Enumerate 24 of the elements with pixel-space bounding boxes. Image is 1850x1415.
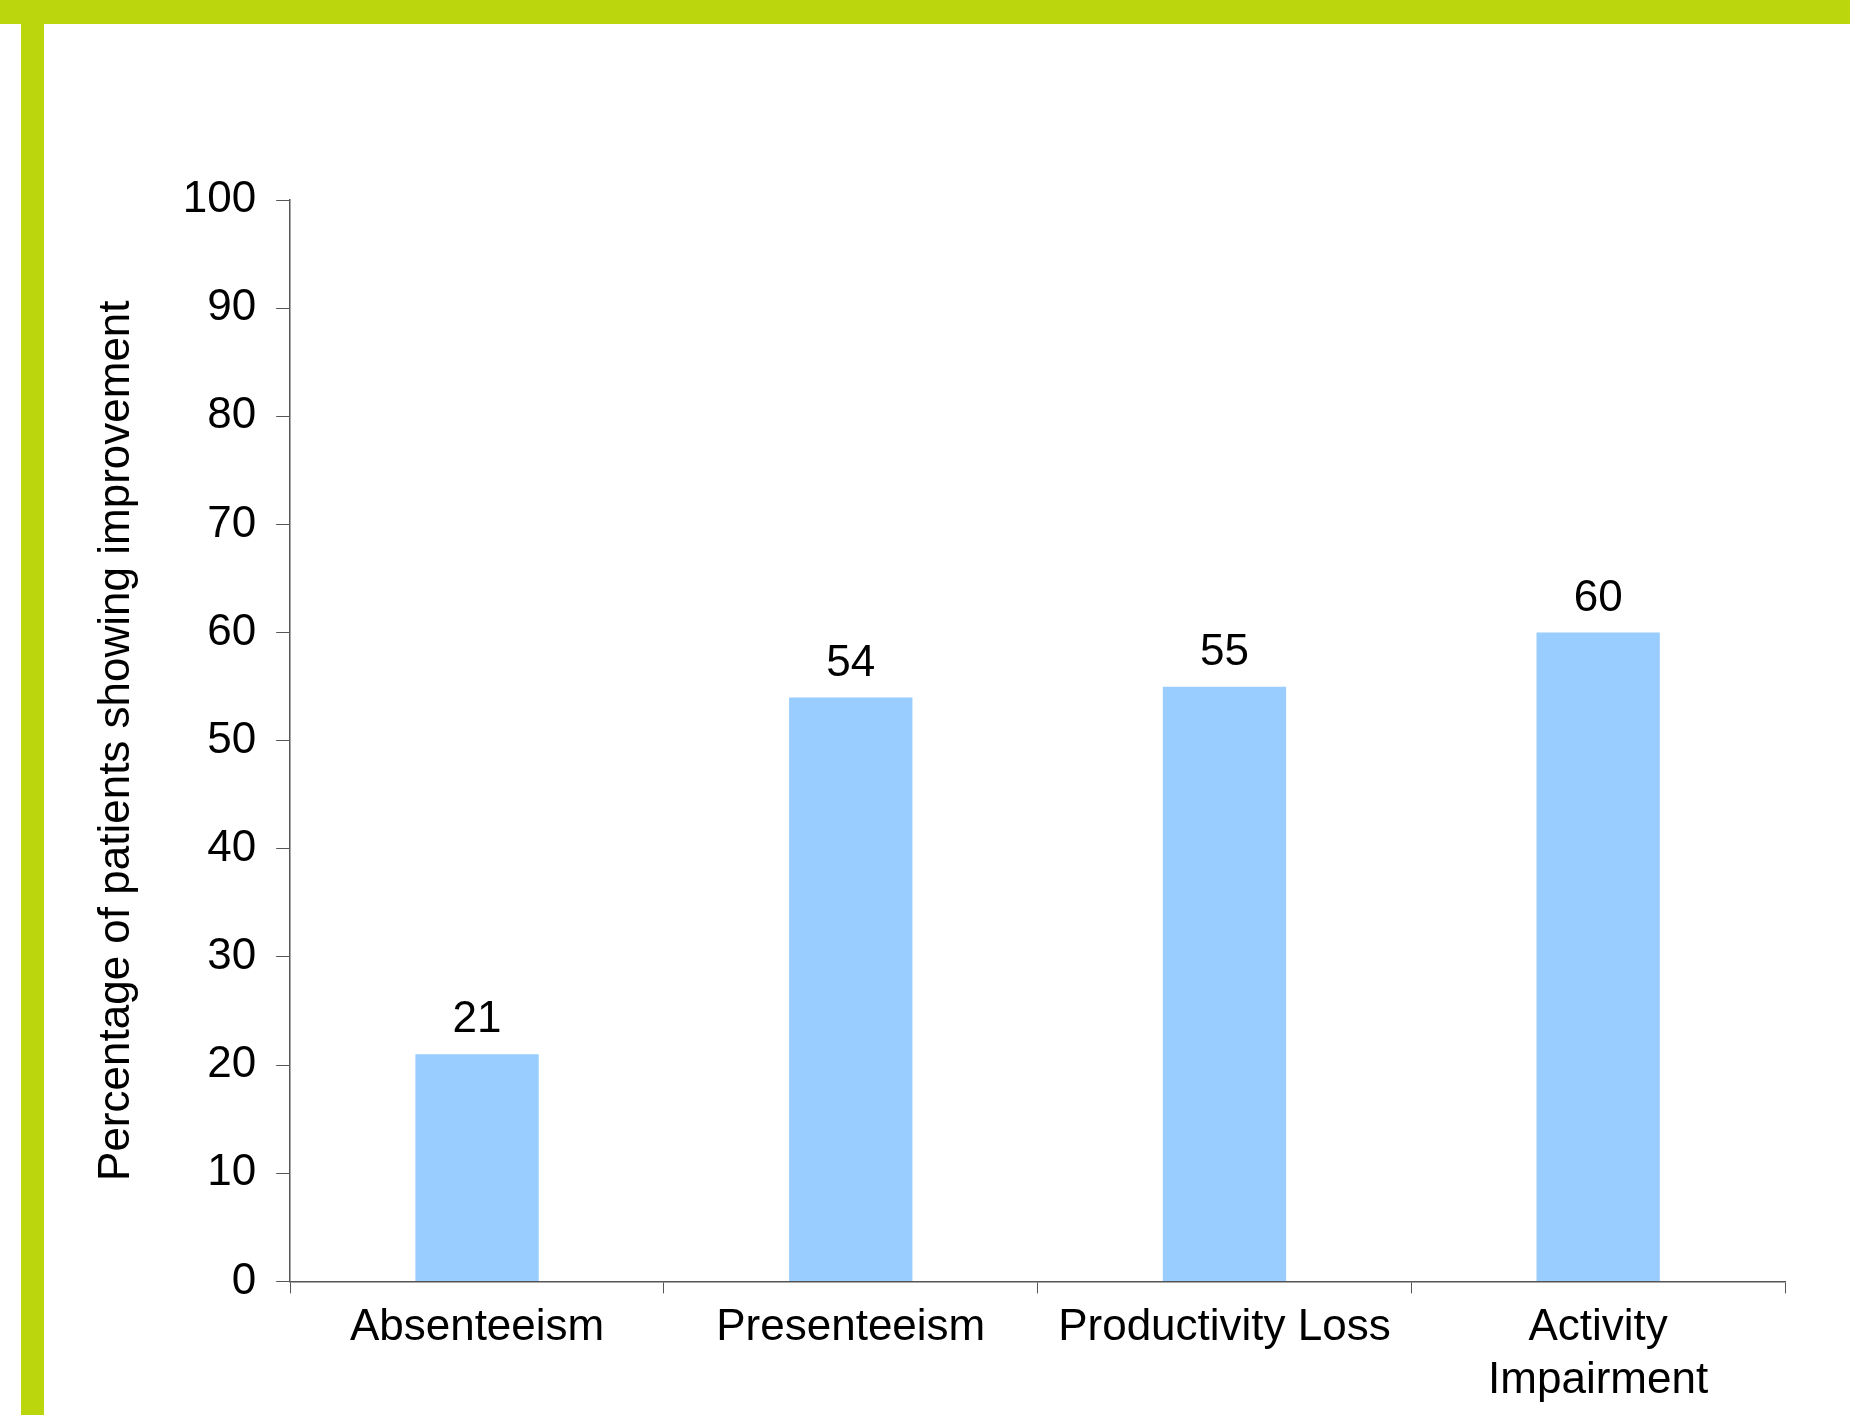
y-tick-label: 10 (207, 1145, 257, 1195)
x-tick-label: Activity Impairment (1488, 1299, 1709, 1402)
data-label: 21 (452, 992, 502, 1042)
bar (415, 1054, 539, 1281)
y-tick-label: 50 (207, 712, 257, 762)
y-tick-label: 0 (231, 1253, 257, 1303)
x-tick-label: Productivity Loss (1058, 1299, 1391, 1349)
y-tick-label: 70 (207, 496, 257, 546)
bar (1162, 686, 1287, 1281)
data-label: 60 (1573, 570, 1623, 620)
y-tick-label: 30 (207, 929, 257, 979)
x-tick-label: Presenteeism (716, 1299, 986, 1349)
y-tick-label: 40 (207, 820, 257, 870)
x-tick-label: Absenteeism (349, 1299, 605, 1349)
bar (789, 697, 913, 1281)
y-tick-label: 60 (207, 604, 257, 654)
y-axis-title: Percentage of patients showing improvement (88, 300, 138, 1181)
y-tick-label: 20 (207, 1037, 257, 1087)
y-tick-label: 90 (207, 280, 257, 330)
bar (1536, 632, 1660, 1281)
y-tick-label: 100 (182, 172, 257, 222)
data-label: 55 (1199, 624, 1249, 674)
y-tick-label: 80 (207, 388, 257, 438)
data-label: 54 (826, 635, 876, 685)
